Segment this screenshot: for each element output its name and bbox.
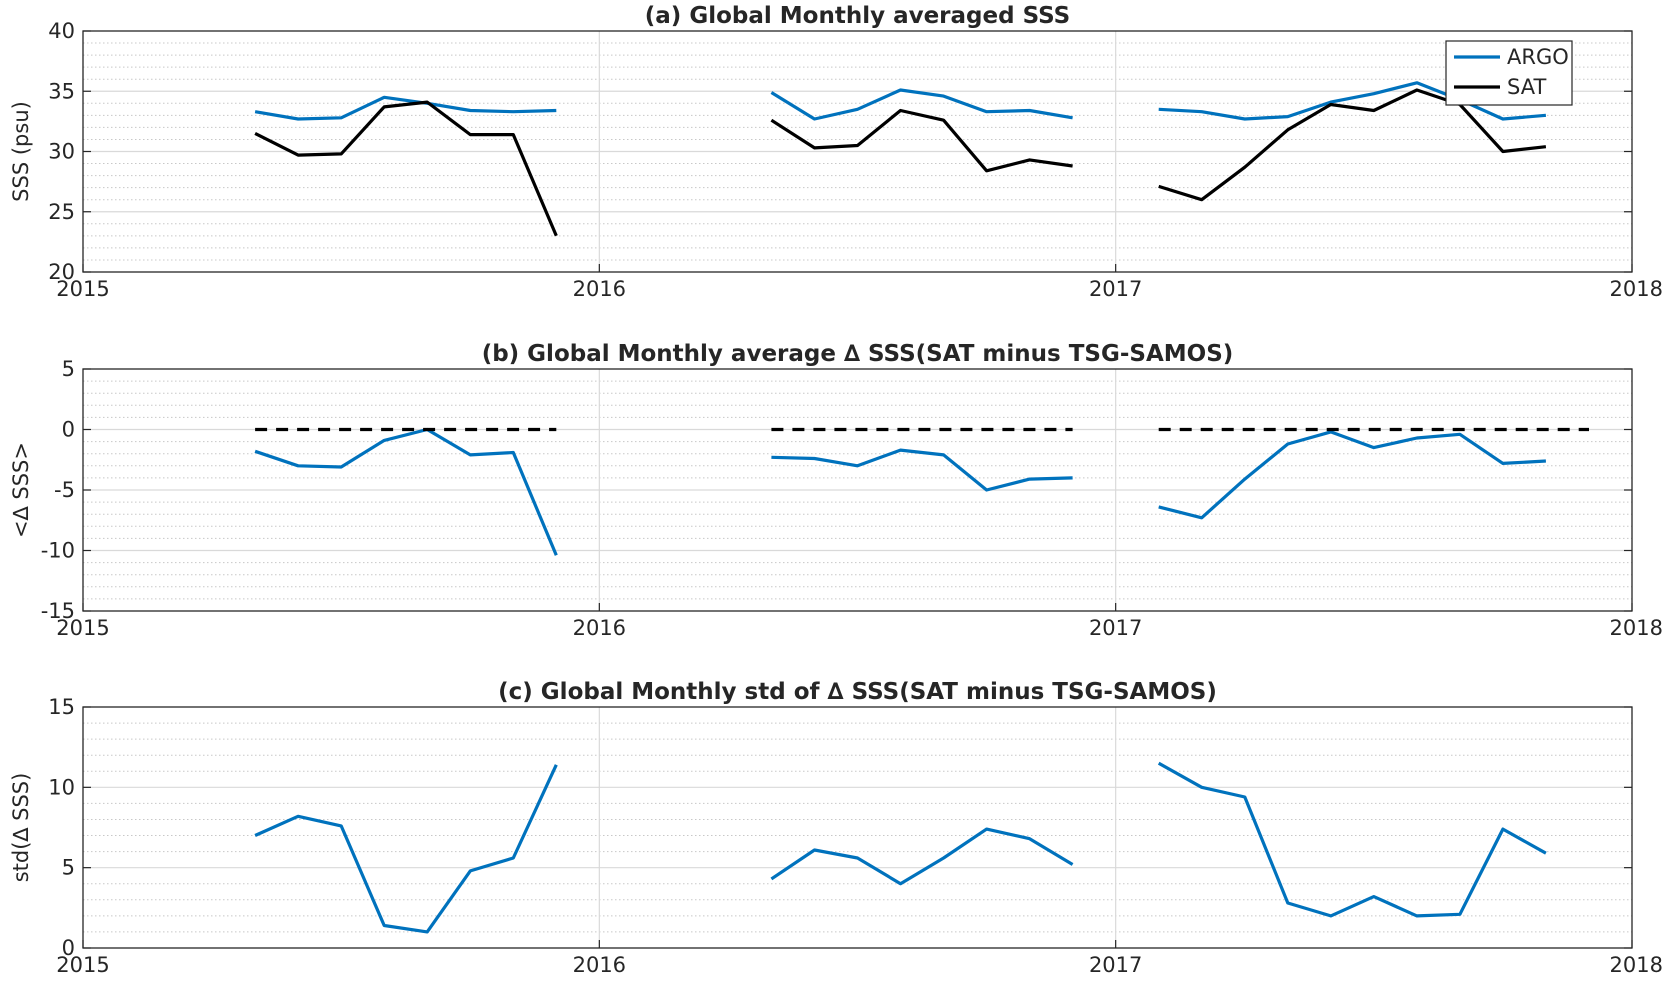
series-0-line-segment-0	[254, 427, 558, 556]
series-0-line-segment-2	[1158, 430, 1546, 520]
argo-line-segment-0	[254, 95, 557, 121]
x-tick-label: 2018	[1610, 616, 1663, 640]
legend-label-sat: SAT	[1507, 75, 1546, 99]
y-tick-label: 15	[48, 695, 75, 719]
x-tick-label: 2015	[56, 953, 109, 977]
x-tick-label: 2017	[1089, 953, 1142, 977]
y-tick-label: 35	[48, 79, 75, 103]
chart-title: (a) Global Monthly averaged SSS	[645, 3, 1070, 29]
y-tick-label: -5	[54, 478, 75, 502]
x-tick-label: 2016	[573, 953, 626, 977]
x-tick-label: 2017	[1089, 616, 1142, 640]
axes-frame	[82, 706, 1633, 949]
series-0-line-segment-1	[770, 827, 1074, 886]
y-tick-label: 5	[62, 856, 75, 880]
y-tick-label: 0	[62, 936, 75, 960]
chart-panel-1: -15 -10 -5 0 5 2015 2016 2017 2018 (b) Global Mon…	[9, 341, 1663, 640]
y-tick-label: -15	[41, 599, 75, 623]
y-axis-label: SSS (psu)	[9, 101, 33, 202]
sat-line-segment-0	[254, 100, 558, 237]
y-tick-label: 20	[48, 260, 75, 284]
y-tick-label: 25	[48, 200, 75, 224]
chart-panel-0: 20 25 30 35 40 2015 2016 2017 2018 (a) Global Mon…	[9, 3, 1663, 301]
argo-line-segment-2	[1158, 81, 1547, 121]
legend: ARGO SAT	[1445, 40, 1573, 106]
x-tick-label: 2018	[1610, 277, 1663, 301]
series-0-line-segment-1	[771, 448, 1073, 492]
legend-label-argo: ARGO	[1507, 45, 1569, 69]
x-tick-label: 2015	[56, 277, 109, 301]
chart-title: (b) Global Monthly average ∆ SSS(SAT min…	[482, 341, 1234, 367]
y-tick-label: 5	[62, 357, 75, 381]
x-tick-label: 2016	[573, 277, 626, 301]
y-tick-label: 0	[62, 418, 75, 442]
x-tick-label: 2016	[573, 616, 626, 640]
x-tick-label: 2017	[1089, 277, 1142, 301]
chart-panel-2: 0 5 10 15 2015 2016 2017 2018 (c) Global Monthly…	[9, 679, 1663, 977]
chart-title: (c) Global Monthly std of ∆ SSS(SAT minu…	[498, 679, 1217, 705]
argo-line-segment-1	[770, 88, 1073, 121]
x-tick-label: 2018	[1610, 953, 1663, 977]
series-0-line-segment-2	[1157, 761, 1547, 918]
y-tick-label: 10	[48, 775, 75, 799]
y-tick-label: 30	[48, 140, 75, 164]
y-tick-label: 40	[48, 19, 75, 43]
y-axis-label: std(∆ SSS)	[9, 773, 33, 883]
x-tick-label: 2015	[56, 616, 109, 640]
sat-line-segment-1	[770, 108, 1073, 173]
y-tick-label: -10	[41, 539, 75, 563]
series-0-line-segment-0	[254, 764, 558, 934]
y-axis-label: <∆ SSS>	[9, 442, 33, 538]
legend-box	[1445, 40, 1573, 106]
sat-line-segment-2	[1158, 88, 1547, 202]
